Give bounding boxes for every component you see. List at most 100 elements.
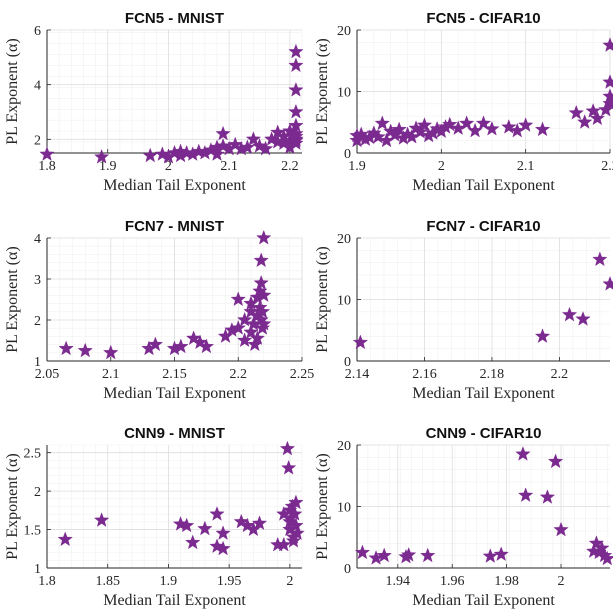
data-point-star [227, 136, 243, 152]
data-point-star [458, 115, 475, 131]
data-point-star [142, 147, 158, 163]
chart-panel: 1.9 2 2.1 2.2 0 10 20 FCN5 - CIFAR10 Median Tail… [314, 10, 613, 194]
plot-area [47, 30, 302, 153]
data-point-star [553, 521, 569, 537]
x-tick-label: 1.9 [348, 159, 366, 174]
x-tick-label: 1.9 [160, 574, 178, 589]
data-point-star [230, 320, 246, 335]
data-point-star [287, 506, 303, 521]
y-axis-label: PL Exponent (α) [314, 453, 331, 559]
data-point-star [257, 140, 274, 156]
data-point-star [589, 110, 606, 126]
y-axis-label: PL Exponent (α) [314, 246, 331, 352]
y-tick-label: 2 [34, 133, 41, 148]
x-tick-label: 2.2 [551, 367, 569, 382]
y-tick-label: 0 [344, 147, 351, 162]
y-tick-label: 1 [34, 355, 41, 370]
x-tick-label: 1.96 [440, 574, 465, 589]
data-point-star [482, 548, 498, 563]
x-tick-label: 2.1 [220, 159, 238, 174]
y-tick-label: 4 [34, 232, 41, 247]
data-point-star [185, 534, 201, 550]
data-point-star [420, 547, 436, 563]
data-point-star [352, 334, 369, 350]
data-point-star [254, 303, 271, 319]
data-point-star [376, 547, 392, 563]
data-point-star [256, 287, 272, 302]
y-axis-label: PL Exponent (α) [314, 38, 331, 144]
y-tick-label: 10 [337, 501, 351, 516]
data-point-star [515, 446, 531, 461]
data-point-star [239, 139, 256, 155]
data-point-star [288, 494, 304, 510]
data-point-star [253, 275, 269, 290]
y-axis-label: PL Exponent (α) [4, 38, 21, 144]
data-point-star [192, 334, 208, 350]
y-tick-label: 3 [34, 273, 41, 288]
data-point-star [517, 487, 534, 502]
data-point-star [602, 95, 613, 111]
x-tick-label: 1.85 [95, 574, 120, 589]
data-point-star [215, 540, 231, 556]
data-point-star [93, 149, 110, 164]
data-point-star [602, 37, 613, 52]
data-point-star [209, 146, 225, 161]
y-tick-label: 4 [34, 79, 41, 94]
y-tick-label: 6 [34, 24, 41, 39]
data-point-star [594, 540, 610, 555]
data-point-star [288, 43, 304, 59]
x-tick-label: 2 [558, 574, 565, 589]
chart-title: FCN7 - CIFAR10 [426, 218, 540, 235]
chart-title: CNN9 - MNIST [124, 425, 225, 442]
y-tick-label: 10 [337, 294, 351, 309]
data-point-star [249, 330, 266, 345]
y-tick-label: 20 [337, 439, 351, 454]
x-tick-label: 1.95 [217, 574, 242, 589]
x-tick-label: 2.25 [290, 367, 315, 382]
data-point-star [236, 311, 253, 327]
data-point-star [103, 344, 119, 360]
data-point-star [256, 316, 272, 331]
data-point-star [233, 513, 249, 529]
data-point-star [534, 121, 551, 137]
chart-title: CNN9 - CIFAR10 [426, 425, 542, 442]
data-point-star [280, 459, 297, 475]
x-tick-label: 1.8 [38, 159, 56, 174]
data-point-star [93, 512, 110, 527]
data-point-star [178, 517, 195, 533]
data-point-star [236, 332, 253, 348]
data-point-star [279, 440, 296, 456]
data-point-star [575, 311, 591, 326]
data-point-star [243, 324, 259, 339]
y-tick-label: 1.5 [24, 524, 42, 539]
data-point-star [288, 82, 304, 97]
x-tick-label: 1.94 [386, 574, 411, 589]
data-point-star [239, 517, 256, 533]
data-point-star [501, 119, 517, 134]
y-tick-label: 1 [34, 562, 41, 577]
data-point-star [370, 128, 386, 144]
data-point-star [256, 229, 272, 245]
y-tick-label: 2 [34, 314, 41, 329]
data-point-star [185, 330, 202, 345]
chart-title: FCN5 - CIFAR10 [426, 10, 540, 27]
data-point-star [39, 146, 55, 161]
data-point-star [285, 533, 302, 548]
data-point-star [198, 338, 215, 354]
data-point-star [270, 124, 286, 140]
y-tick-label: 2 [34, 485, 41, 500]
data-point-star [534, 328, 551, 343]
data-point-star [561, 306, 578, 322]
x-axis-label: Median Tail Exponent [412, 592, 555, 609]
x-axis-label: Median Tail Exponent [103, 385, 246, 402]
data-point-star [77, 342, 93, 358]
data-point-star [442, 116, 458, 132]
y-axis-label: PL Exponent (α) [4, 246, 21, 352]
data-point-star [215, 125, 231, 141]
data-point-star [58, 340, 74, 356]
data-point-star [475, 115, 492, 131]
x-tick-label: 2.14 [345, 367, 370, 382]
data-point-star [230, 291, 246, 307]
x-tick-label: 2 [438, 159, 445, 174]
